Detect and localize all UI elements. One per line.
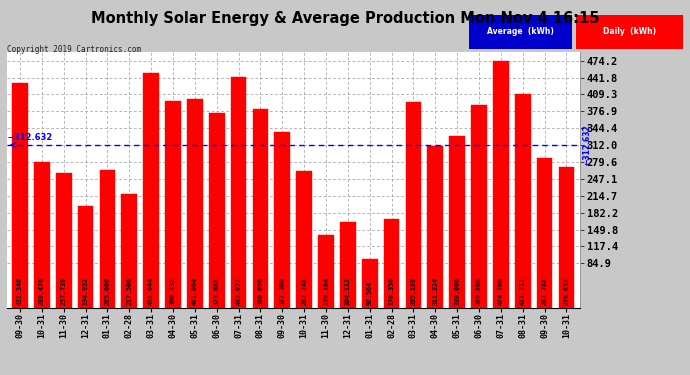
Text: 337.300: 337.300: [279, 277, 286, 305]
Text: 395.168: 395.168: [411, 277, 417, 305]
Text: 311.224: 311.224: [433, 277, 438, 305]
Text: Copyright 2019 Cartronics.com: Copyright 2019 Cartronics.com: [7, 45, 141, 54]
Text: 396.232: 396.232: [170, 277, 176, 305]
Bar: [296, 171, 312, 308]
Bar: [187, 99, 203, 308]
Bar: [144, 73, 159, 308]
Bar: [340, 222, 356, 308]
Text: Monthly Solar Energy & Average Production Mon Nov 4 16:15: Monthly Solar Energy & Average Productio…: [91, 11, 599, 26]
Text: 373.688: 373.688: [214, 277, 219, 305]
Text: 451.044: 451.044: [148, 277, 154, 305]
Bar: [559, 166, 574, 308]
Text: ←312.632: ←312.632: [583, 124, 592, 165]
Text: Average  (kWh): Average (kWh): [487, 27, 554, 36]
Bar: [78, 206, 93, 308]
Bar: [230, 77, 246, 308]
Bar: [318, 235, 334, 308]
Text: 431.346: 431.346: [17, 277, 23, 305]
Bar: [209, 113, 225, 308]
Text: 139.104: 139.104: [323, 277, 329, 305]
Text: 380.696: 380.696: [257, 277, 264, 305]
Text: Daily  (kWh): Daily (kWh): [603, 27, 656, 36]
Bar: [515, 93, 531, 308]
Text: 280.476: 280.476: [39, 277, 45, 305]
Text: 287.788: 287.788: [542, 277, 548, 305]
Bar: [537, 158, 553, 308]
Text: 170.356: 170.356: [388, 277, 395, 305]
Bar: [12, 83, 28, 308]
FancyBboxPatch shape: [469, 15, 572, 49]
Bar: [253, 110, 268, 308]
Text: 257.738: 257.738: [61, 277, 67, 305]
Text: 164.112: 164.112: [345, 277, 351, 305]
Text: 265.006: 265.006: [104, 277, 110, 305]
Text: 401.064: 401.064: [192, 277, 198, 305]
Text: 443.072: 443.072: [235, 277, 242, 305]
Text: 389.800: 389.800: [476, 277, 482, 305]
Text: 92.564: 92.564: [367, 281, 373, 305]
Text: 330.000: 330.000: [454, 277, 460, 305]
Bar: [99, 170, 115, 308]
Bar: [493, 61, 509, 308]
Text: 270.632: 270.632: [564, 277, 569, 305]
Text: 194.952: 194.952: [83, 277, 88, 305]
Bar: [121, 194, 137, 308]
Bar: [406, 102, 422, 308]
Bar: [34, 162, 50, 308]
Text: 217.506: 217.506: [126, 277, 132, 305]
Bar: [362, 260, 377, 308]
Text: →312.632: →312.632: [8, 133, 53, 142]
Bar: [275, 132, 290, 308]
Text: 474.200: 474.200: [498, 277, 504, 305]
Bar: [449, 136, 465, 308]
Bar: [384, 219, 400, 308]
Text: 262.248: 262.248: [301, 277, 307, 305]
Bar: [165, 101, 181, 308]
Bar: [428, 146, 443, 308]
FancyBboxPatch shape: [576, 15, 683, 49]
Text: 411.212: 411.212: [520, 277, 526, 305]
Bar: [471, 105, 487, 308]
Bar: [56, 173, 72, 308]
